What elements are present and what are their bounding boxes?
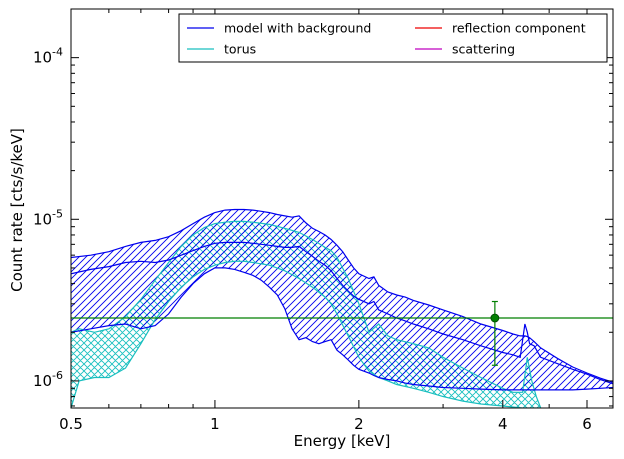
model-line: [71, 241, 613, 385]
y-tick-label: 10-5​: [33, 207, 63, 228]
x-tick-label: 1: [210, 415, 220, 433]
x-tick-label: 6: [582, 415, 592, 433]
y-tick-label: 10-6​: [33, 369, 63, 390]
y-tick-label: 10-4​: [33, 46, 63, 67]
x-axis-label: Energy [keV]: [294, 432, 391, 450]
model-upper-line: [71, 208, 613, 383]
plot-frame: [70, 8, 614, 409]
legend-label: scattering: [452, 42, 515, 57]
legend-box: [178, 13, 608, 63]
torus-upper-line: [71, 220, 542, 408]
x-tick-label: 2: [354, 415, 364, 433]
data-point: [490, 313, 500, 323]
legend-label: model with background: [224, 21, 371, 36]
x-tick-label: 0.5: [59, 415, 83, 433]
legend-label: reflection component: [452, 21, 586, 36]
torus-lower-line: [71, 260, 541, 408]
legend: model with background torus reflection com…: [178, 13, 608, 63]
y-axis-label: Count rate [cts/s/keV]: [8, 128, 26, 292]
x-tick-label: 4: [498, 415, 508, 433]
legend-label: torus: [224, 42, 256, 57]
model-lower-line: [71, 267, 613, 391]
